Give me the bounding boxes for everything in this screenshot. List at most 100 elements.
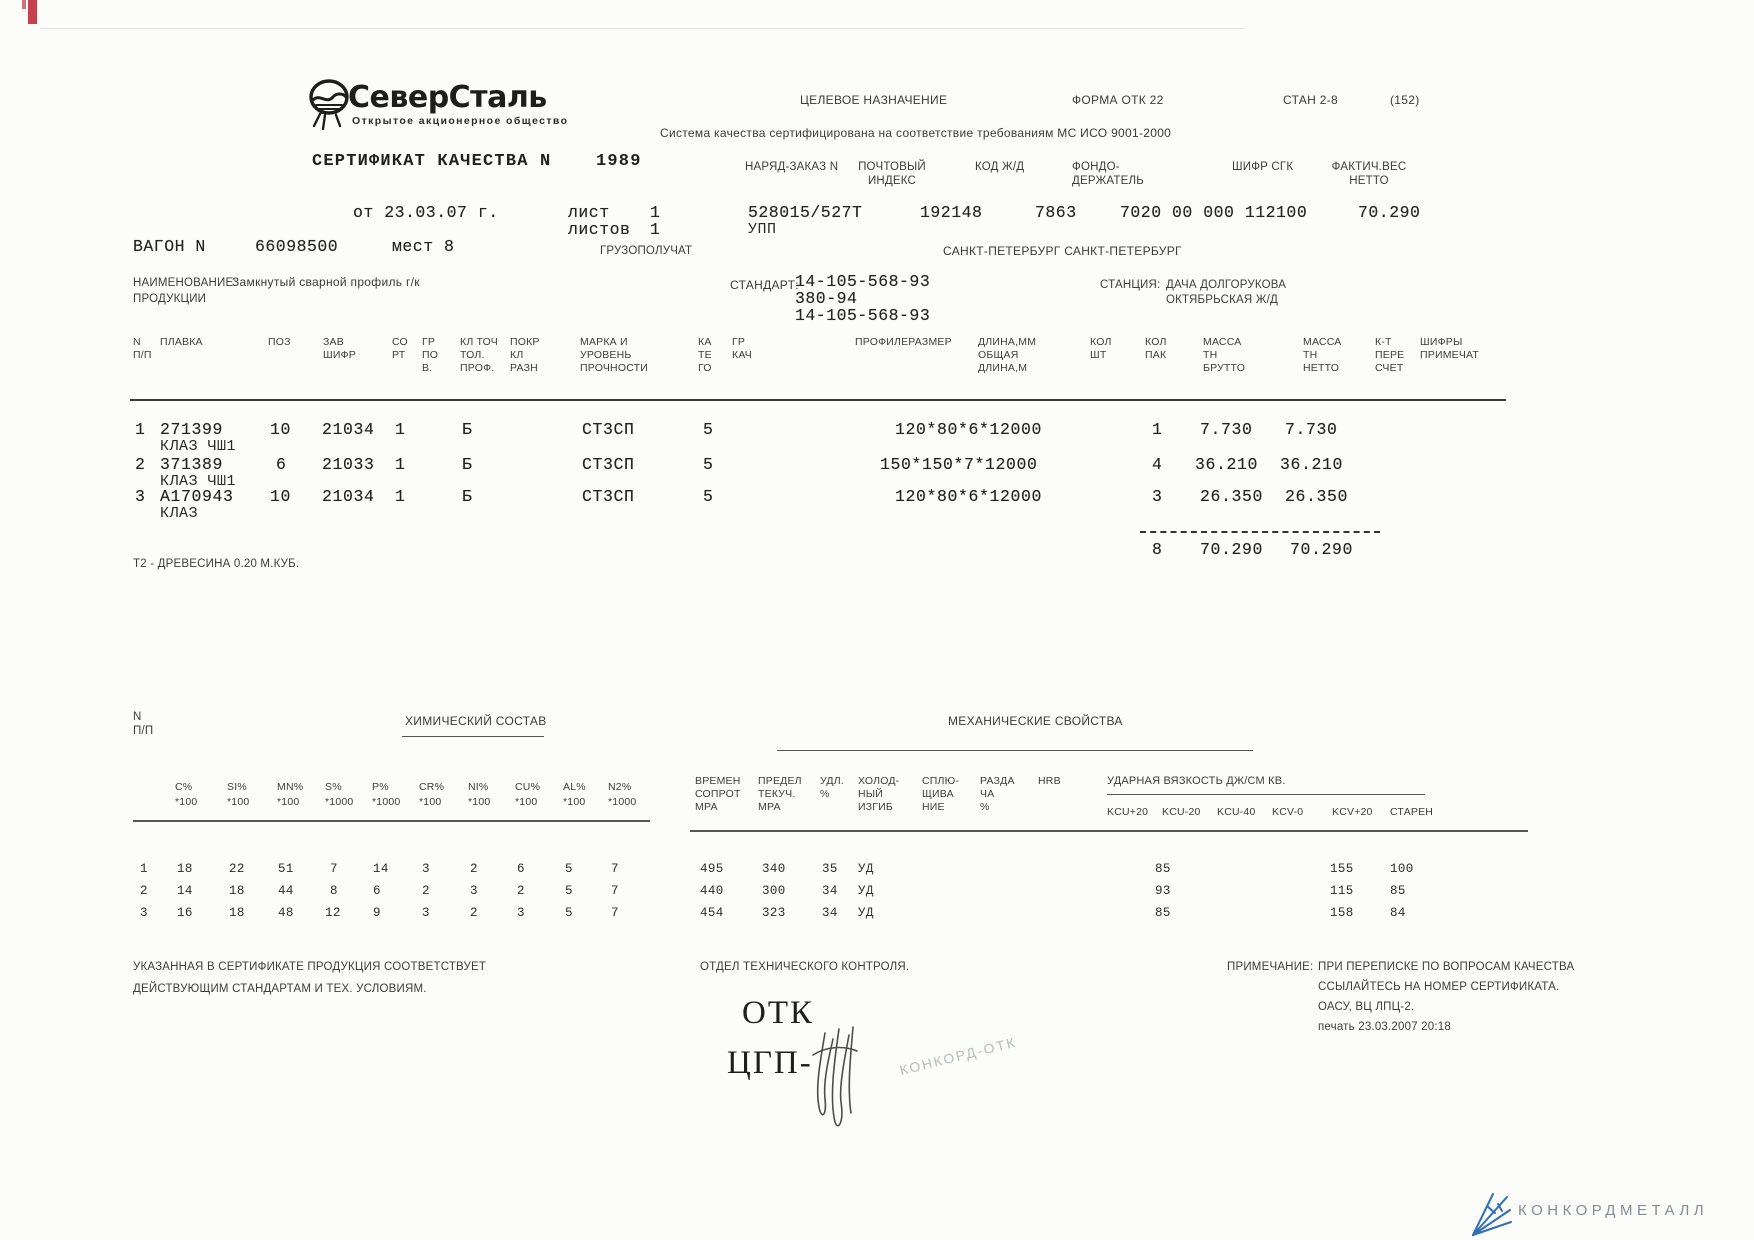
purpose-label: ЦЕЛЕВОЕ НАЗНАЧЕНИЕ: [800, 93, 948, 107]
t-row2-kcu: 93: [1155, 884, 1171, 898]
t-row1-tensile: 495: [700, 862, 724, 876]
row2-gross: 36.210: [1195, 455, 1259, 474]
row1-n: 1: [135, 420, 146, 439]
row2-n: 2: [135, 455, 146, 474]
t-row1-s: 7: [330, 862, 338, 876]
t-row1-elong: 35: [822, 862, 838, 876]
impact-col-kcu20p: KCU+20: [1107, 806, 1149, 818]
scan-red-mark-small: [22, 0, 26, 9]
t-row1-yield: 340: [762, 862, 786, 876]
t-row1-si: 22: [229, 862, 245, 876]
row1-net: 7.730: [1285, 420, 1338, 439]
impact-title-underline: [1107, 794, 1425, 795]
mech-col-hrb: HRB: [1038, 775, 1061, 787]
t-row2-yield: 300: [762, 884, 786, 898]
row3-heat: А170943: [160, 487, 234, 506]
wood-note: Т2 - ДРЕВЕСИНА 0.20 М.КУБ.: [133, 558, 300, 570]
col-category: КА ТЕ ГО: [698, 336, 712, 374]
scan-red-mark: [28, 0, 37, 24]
page-code: (152): [1390, 93, 1420, 107]
col-n: N П/П: [133, 336, 152, 361]
t-row2-s: 8: [330, 884, 338, 898]
total-packs: 8: [1152, 540, 1163, 559]
otk-stamp-text: ОТК: [742, 995, 814, 1031]
total-gross: 70.290: [1200, 540, 1264, 559]
t-row3-n2: 7: [611, 906, 619, 920]
product-name-label: НАИМЕНОВАНИЕ:: [133, 277, 237, 289]
fund-holder-value: 7020 00 000 112100: [1120, 203, 1308, 222]
product-name-label2: ПРОДУКЦИИ: [133, 293, 207, 305]
cgp-stamp-text: ЦГП-: [727, 1045, 813, 1081]
t-row1-c: 18: [177, 862, 193, 876]
scan-edge-line: [40, 28, 1245, 29]
t-row1-cr: 3: [422, 862, 430, 876]
postal-label: ПОЧТОВЫЙ ИНДЕКС: [858, 161, 926, 187]
t-row1-bend: УД: [858, 862, 874, 876]
impact-col-kcu40m: KCU-40: [1217, 806, 1256, 818]
row2-packs: 4: [1152, 455, 1163, 474]
company-subtitle: Открытое акционерное общество: [352, 115, 569, 127]
t-row1-cu: 6: [517, 862, 525, 876]
row3-sort: 1: [395, 487, 406, 506]
mest-value: мест 8: [392, 237, 455, 256]
cert-date: от 23.03.07 г.: [353, 203, 499, 222]
t-row3-yield: 323: [762, 906, 786, 920]
remark-line1: ПРИ ПЕРЕПИСКЕ ПО ВОПРОСАМ КАЧЕСТВА: [1318, 961, 1575, 973]
naryad-value-2: УПП: [748, 221, 777, 238]
standard-value-3: 14-105-568-93: [795, 306, 931, 325]
t-row2-si: 18: [229, 884, 245, 898]
t-row3-tensile: 454: [700, 906, 724, 920]
impact-col-kcv0: KCV-0: [1272, 806, 1304, 818]
t-row1-n2: 7: [611, 862, 619, 876]
t-row3-mn: 48: [278, 906, 294, 920]
chem-col-al: AL% *100: [563, 781, 586, 808]
row2-zav: 21033: [322, 455, 375, 474]
sheet-value: 1: [650, 203, 661, 222]
col-gross: МАССА ТН БРУТТО: [1203, 336, 1246, 374]
t-row3-c: 16: [177, 906, 193, 920]
t-row2-n: 2: [140, 884, 148, 898]
chem-col-cu: CU% *100: [515, 781, 541, 808]
col-heat: ПЛАВКА: [160, 336, 203, 348]
concordmetall-wordmark: КОНКОРДМЕТАЛЛ: [1518, 1202, 1709, 1219]
chem-col-mn: MN% *100: [277, 781, 304, 808]
col-size: ПРОФИЛЕРАЗМЕР: [855, 336, 952, 348]
mech-col-yield: ПРЕДЕЛ ТЕКУЧ. МРА: [758, 775, 802, 813]
sheets-total-value: 1: [650, 220, 661, 239]
rail-code-label: КОД Ж/Д: [975, 161, 1025, 173]
standard-value-2: 380-94: [795, 289, 858, 308]
standard-value-1: 14-105-568-93: [795, 272, 931, 291]
impact-title: УДАРНАЯ ВЯЗКОСТЬ ДЖ/СМ КВ.: [1107, 775, 1286, 787]
chem-col-si: SI% *100: [227, 781, 250, 808]
col-length: ДЛИНА,ММ ОБЩАЯ ДЛИНА,М: [978, 336, 1037, 374]
form-otk-label: ФОРМА ОТК 22: [1072, 93, 1164, 107]
row3-net: 26.350: [1285, 487, 1349, 506]
row1-size: 120*80*6*12000: [895, 420, 1043, 439]
t-row2-kcv: 115: [1330, 884, 1354, 898]
row1-heat: 271399: [160, 420, 224, 439]
col-zav: ЗАВ ШИФР: [323, 336, 356, 361]
fund-holder-label: ФОНДО- ДЕРЖАТЕЛЬ: [1072, 161, 1144, 187]
total-dashed-rule: [1140, 531, 1380, 533]
remark-line3: ОАСУ, ВЦ ЛПЦ-2.: [1318, 1001, 1415, 1013]
chem-col-s: S% *1000: [325, 781, 354, 808]
chem-col-cr: CR% *100: [419, 781, 445, 808]
remark-label: ПРИМЕЧАНИЕ:: [1227, 961, 1314, 973]
row2-sort: 1: [395, 455, 406, 474]
impact-col-kcv20: KCV+20: [1332, 806, 1373, 818]
t-row3-kcv: 158: [1330, 906, 1354, 920]
row3-zav: 21034: [322, 487, 375, 506]
t-row2-elong: 34: [822, 884, 838, 898]
naryad-label: НАРЯД-ЗАКАЗ N: [745, 161, 839, 173]
chem-title: ХИМИЧЕСКИЙ СОСТАВ: [405, 714, 547, 728]
fact-weight-value: 70.290: [1358, 203, 1421, 222]
chem-col-ni: NI% *100: [468, 781, 491, 808]
row2-size: 150*150*7*12000: [880, 455, 1038, 474]
t-row3-ni: 2: [470, 906, 478, 920]
shifr-label: ШИФР СГК: [1232, 161, 1294, 173]
fact-weight-label: ФАКТИЧ.ВЕС НЕТТО: [1331, 161, 1407, 187]
row1-zav: 21034: [322, 420, 375, 439]
chem-col-n2: N2% *1000: [608, 781, 637, 808]
row1-cover: Б: [462, 420, 473, 439]
t-row2-cr: 2: [422, 884, 430, 898]
